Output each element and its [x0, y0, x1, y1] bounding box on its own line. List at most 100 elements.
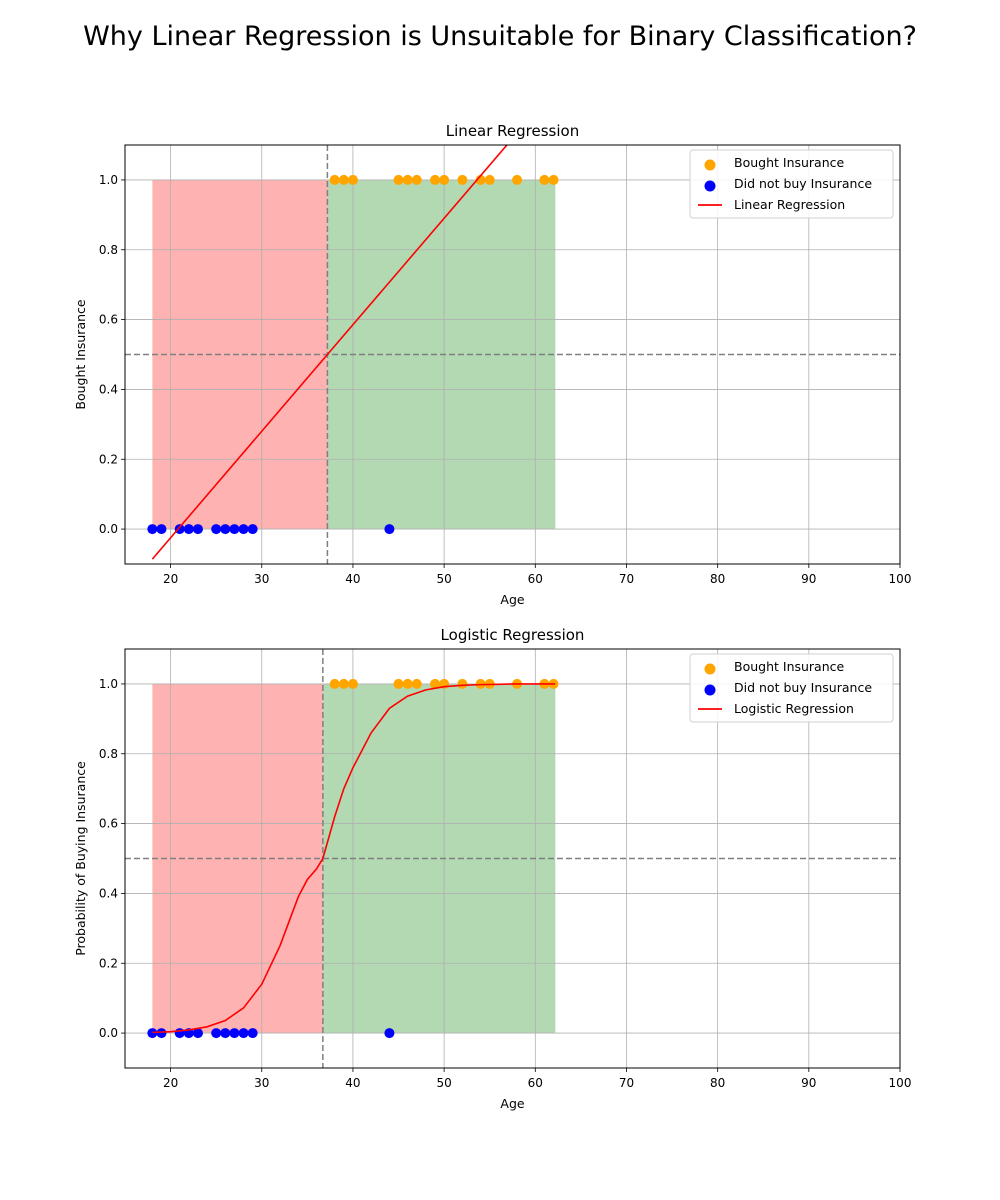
x-tick-label: 40	[345, 1076, 360, 1090]
y-tick-label: 0.8	[99, 747, 118, 761]
x-tick-label: 30	[254, 572, 269, 586]
point-bought-insurance	[329, 678, 340, 689]
point-did-not-buy-insurance	[174, 524, 185, 535]
point-did-not-buy-insurance	[220, 524, 231, 535]
point-bought-insurance	[411, 678, 422, 689]
point-did-not-buy-insurance	[238, 524, 249, 535]
point-bought-insurance	[512, 174, 523, 185]
x-axis-label: Age	[500, 1096, 524, 1111]
x-tick-label: 100	[889, 1076, 912, 1090]
legend-marker-did-not-buy-insurance	[704, 180, 716, 192]
legend-marker-bought-insurance	[704, 663, 716, 675]
x-tick-label: 40	[345, 572, 360, 586]
region-class-1	[322, 683, 556, 1034]
point-did-not-buy-insurance	[147, 1028, 158, 1039]
plot-area	[147, 678, 559, 1039]
point-bought-insurance	[430, 678, 440, 689]
point-did-not-buy-insurance	[229, 1028, 240, 1039]
line-logistic-regression	[152, 683, 556, 1034]
y-tick-label: 0.0	[99, 522, 118, 536]
x-tick-label: 20	[163, 572, 178, 586]
legend-box	[689, 653, 894, 723]
point-did-not-buy-insurance	[156, 1028, 167, 1039]
x-tick-label: 30	[254, 1076, 269, 1090]
axes-frame	[124, 144, 901, 565]
y-tick-label: 1.0	[99, 173, 118, 187]
point-bought-insurance	[548, 174, 559, 185]
point-did-not-buy-insurance	[384, 1028, 395, 1039]
point-bought-insurance	[457, 678, 468, 689]
plot-area	[147, 145, 559, 560]
point-did-not-buy-insurance	[174, 1028, 185, 1039]
y-tick-label: 1.0	[99, 677, 118, 691]
point-did-not-buy-insurance	[247, 1028, 258, 1039]
point-did-not-buy-insurance	[211, 1028, 222, 1039]
legend-label-bought-insurance: Bought Insurance	[734, 155, 845, 170]
y-tick-label: 0.4	[99, 382, 118, 396]
logistic-regression-chart: 20 30 40 50 60 70 80 90 100 0.0 0.2 0.4 0.6 0.8 1.0 Log…	[73, 626, 911, 1111]
x-tick-label: 70	[619, 1076, 634, 1090]
legend-marker-bought-insurance	[704, 159, 716, 171]
y-tick-label: 0.0	[99, 1026, 118, 1040]
point-bought-insurance	[347, 678, 358, 689]
x-tick-label: 100	[889, 572, 912, 586]
legend-label-bought-insurance: Bought Insurance	[734, 659, 845, 674]
point-bought-insurance	[393, 174, 404, 185]
legend: Bought Insurance Did not buy Insurance Log…	[689, 653, 894, 723]
legend: Bought Insurance Did not buy Insurance Lin…	[689, 149, 894, 219]
point-bought-insurance	[329, 174, 340, 185]
figure-title: Why Linear Regression is Unsuitable for …	[83, 21, 917, 52]
legend-label-did-not-buy-insurance: Did not buy Insurance	[734, 176, 872, 191]
x-tick-label: 60	[528, 1076, 543, 1090]
point-did-not-buy-insurance	[147, 524, 158, 535]
y-tick-label: 0.2	[99, 956, 118, 970]
point-did-not-buy-insurance	[229, 524, 240, 535]
x-tick-label: 80	[710, 572, 725, 586]
x-tick-label: 50	[436, 572, 451, 586]
x-tick-label: 60	[528, 572, 543, 586]
x-tick-label: 90	[801, 1076, 816, 1090]
point-bought-insurance	[393, 678, 404, 689]
axes-frame	[124, 648, 901, 1069]
point-did-not-buy-insurance	[220, 1028, 231, 1039]
legend-box	[689, 149, 894, 219]
point-bought-insurance	[411, 174, 422, 185]
linear-regression-chart: 20 30 40 50 60 70 80 90 100 0.0 0.2 0.4 0.6 0.8 1.0 Lin…	[73, 122, 912, 607]
legend-label-did-not-buy-insurance: Did not buy Insurance	[734, 680, 872, 695]
point-bought-insurance	[439, 174, 450, 185]
y-tick-label: 0.2	[99, 452, 118, 466]
y-tick-label: 0.8	[99, 243, 118, 257]
point-bought-insurance	[539, 174, 550, 185]
y-tick-label: 0.6	[99, 313, 118, 327]
point-bought-insurance	[402, 174, 413, 185]
point-did-not-buy-insurance	[192, 1028, 203, 1039]
y-tick-label: 0.6	[99, 817, 118, 831]
point-did-not-buy-insurance	[156, 524, 167, 535]
point-did-not-buy-insurance	[183, 524, 194, 535]
legend-label-linear-regression: Linear Regression	[734, 197, 845, 212]
chart-title: Logistic Regression	[441, 626, 585, 644]
x-tick-label: 70	[619, 572, 634, 586]
point-bought-insurance	[430, 174, 440, 185]
point-bought-insurance	[484, 174, 495, 185]
point-bought-insurance	[338, 174, 349, 185]
point-bought-insurance	[402, 678, 413, 689]
y-axis-label: Bought Insurance	[73, 299, 88, 410]
point-did-not-buy-insurance	[192, 524, 203, 535]
line-linear-regression	[151, 145, 508, 560]
x-tick-label: 50	[436, 1076, 451, 1090]
x-tick-label: 20	[163, 1076, 178, 1090]
point-did-not-buy-insurance	[211, 524, 222, 535]
x-tick-label: 90	[801, 572, 816, 586]
x-axis-label: Age	[500, 592, 524, 607]
point-did-not-buy-insurance	[247, 524, 258, 535]
y-axis-label: Probability of Buying Insurance	[73, 761, 88, 956]
point-bought-insurance	[457, 174, 468, 185]
legend-marker-did-not-buy-insurance	[704, 684, 716, 696]
point-did-not-buy-insurance	[238, 1028, 249, 1039]
point-did-not-buy-insurance	[384, 524, 395, 535]
chart-title: Linear Regression	[446, 122, 579, 140]
point-bought-insurance	[338, 678, 349, 689]
point-bought-insurance	[347, 174, 358, 185]
